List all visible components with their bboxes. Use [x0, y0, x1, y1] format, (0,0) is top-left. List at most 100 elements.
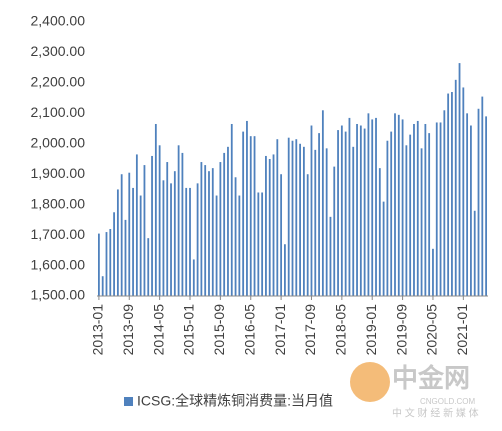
bar: [177, 145, 180, 296]
bar: [371, 119, 374, 296]
bar: [128, 172, 131, 296]
bar: [401, 119, 404, 296]
bar: [394, 113, 396, 296]
bar: [359, 125, 362, 296]
bar: [101, 276, 104, 296]
bar: [158, 145, 161, 296]
bar: [192, 259, 195, 296]
bar: [337, 130, 339, 296]
bar: [181, 152, 184, 296]
bar: [344, 131, 347, 296]
watermark: 中 文 财 经 新 媒 体: [392, 407, 479, 420]
bar: [265, 155, 267, 296]
bar: [420, 148, 423, 296]
watermark: CNGOLD.COM: [420, 397, 475, 406]
bar: [375, 117, 377, 297]
bar: [306, 174, 309, 296]
bar: [132, 187, 134, 296]
bar: [477, 108, 480, 297]
bar: [109, 229, 112, 296]
bar: [170, 183, 172, 296]
bar: [363, 128, 366, 296]
bar: [135, 154, 138, 296]
bar: [219, 162, 222, 296]
x-tick-label: 2014-05: [150, 304, 166, 356]
legend-label: ICSG:全球精炼铜消费量:当月值: [137, 393, 333, 409]
bar: [443, 110, 446, 297]
bar: [253, 136, 256, 296]
bar: [154, 123, 157, 296]
bar: [204, 165, 207, 296]
x-tick-label: 2015-01: [181, 304, 197, 356]
bar: [466, 113, 469, 296]
bar: [268, 159, 271, 296]
bar: [272, 154, 275, 296]
y-tick-label: 2,200.00: [31, 74, 86, 90]
bar: [318, 133, 320, 296]
x-tick-label: 2017-09: [302, 304, 318, 356]
bar: [257, 192, 260, 296]
bar: [211, 168, 214, 296]
x-tick-label: 2019-01: [363, 304, 379, 356]
y-tick-label: 1,900.00: [31, 165, 86, 181]
bar: [397, 114, 400, 296]
bar: [333, 166, 336, 296]
bar: [314, 149, 317, 296]
bar: [352, 146, 355, 296]
bar: [173, 171, 176, 296]
bar: [310, 125, 313, 296]
bar: [238, 195, 241, 296]
bar: [409, 134, 412, 296]
legend-swatch: [124, 397, 133, 406]
bar: [470, 125, 472, 296]
y-tick-label: 1,600.00: [31, 256, 86, 272]
bar: [230, 123, 233, 296]
bar: [120, 174, 123, 296]
bar: [378, 168, 381, 296]
bar: [162, 180, 165, 296]
watermark: 中金网: [392, 363, 470, 393]
bar: [143, 165, 146, 296]
bar: [223, 152, 226, 296]
bar: [116, 189, 119, 296]
bar: [473, 210, 476, 296]
bar: [284, 244, 286, 296]
bar: [405, 145, 408, 296]
bar: [287, 137, 290, 296]
bar: [246, 120, 248, 296]
bar: [367, 113, 370, 296]
x-tick-label: 2013-01: [90, 304, 106, 356]
x-tick-label: 2013-09: [120, 304, 136, 356]
y-tick-label: 2,400.00: [31, 13, 86, 29]
bar: [432, 248, 434, 296]
x-tick-label: 2017-01: [272, 304, 288, 356]
bar: [234, 177, 237, 296]
bar: [321, 110, 324, 297]
bar: [302, 146, 305, 296]
y-tick-label: 1,800.00: [31, 195, 86, 211]
bar: [447, 93, 450, 297]
bar: [428, 133, 431, 296]
bar: [340, 125, 343, 296]
bar: [382, 201, 385, 296]
bar: [329, 216, 332, 296]
x-tick-label: 2021-01: [454, 304, 470, 356]
watermark-logo: [350, 362, 390, 402]
bar: [348, 117, 351, 297]
bar: [208, 171, 210, 296]
bar: [200, 162, 203, 296]
x-tick-label: 2019-09: [393, 304, 409, 356]
bar: [124, 219, 127, 296]
bar: [295, 139, 298, 296]
bar: [416, 120, 419, 296]
x-tick-label: 2020-05: [424, 304, 440, 356]
bar: [139, 195, 142, 296]
bar: [462, 87, 465, 296]
y-tick-label: 2,000.00: [31, 134, 86, 150]
bar: [242, 131, 245, 296]
bar: [105, 232, 108, 296]
bar: [299, 143, 301, 296]
bar: [435, 122, 438, 296]
bar: [151, 155, 153, 296]
